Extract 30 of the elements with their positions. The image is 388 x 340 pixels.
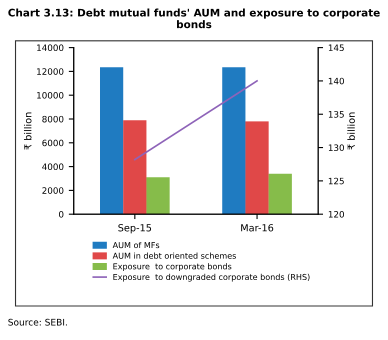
y-tick-label: 14000	[37, 44, 64, 52]
y2-tick-label: 135	[328, 111, 344, 118]
legend-label: AUM of MFs	[112, 242, 160, 248]
source-note: Source: SEBI.	[8, 318, 67, 326]
legend-label: Exposure to downgraded corporate bonds (RHS)	[113, 274, 310, 282]
bar	[146, 177, 170, 214]
x-tick-label: Sep-15	[118, 224, 152, 234]
y2-tick-label: 145	[328, 44, 344, 52]
bar	[100, 67, 124, 214]
bar	[268, 174, 292, 214]
bar	[245, 121, 269, 214]
x-tick-label: Mar-16	[241, 224, 274, 232]
y2-tick-label: 125	[328, 178, 344, 184]
legend-label: AUM in debt oriented schemes	[112, 252, 236, 259]
y2-tick-label: 120	[328, 211, 344, 218]
y2-axis-title: ₹ billion	[347, 112, 355, 150]
bar	[222, 67, 246, 214]
y-tick-label: 12000	[37, 68, 64, 75]
y-tick-label: 2000	[42, 187, 64, 194]
y-axis-title: ₹ billion	[24, 112, 32, 150]
y-tick-label: 0	[59, 211, 64, 218]
y2-tick-label: 130	[328, 144, 344, 152]
y-tick-label: 8000	[42, 116, 64, 122]
legend-label: Exposure to corporate bonds	[113, 263, 232, 271]
y-tick-label: 10000	[37, 92, 64, 99]
bar	[123, 120, 146, 214]
y-tick-label: 4000	[42, 163, 64, 170]
y-tick-label: 6000	[42, 140, 64, 146]
y2-tick-label: 140	[328, 78, 344, 84]
chart-title: Chart 3.13: Debt mutual funds' AUM and exposure to corporate bonds	[8, 8, 380, 28]
